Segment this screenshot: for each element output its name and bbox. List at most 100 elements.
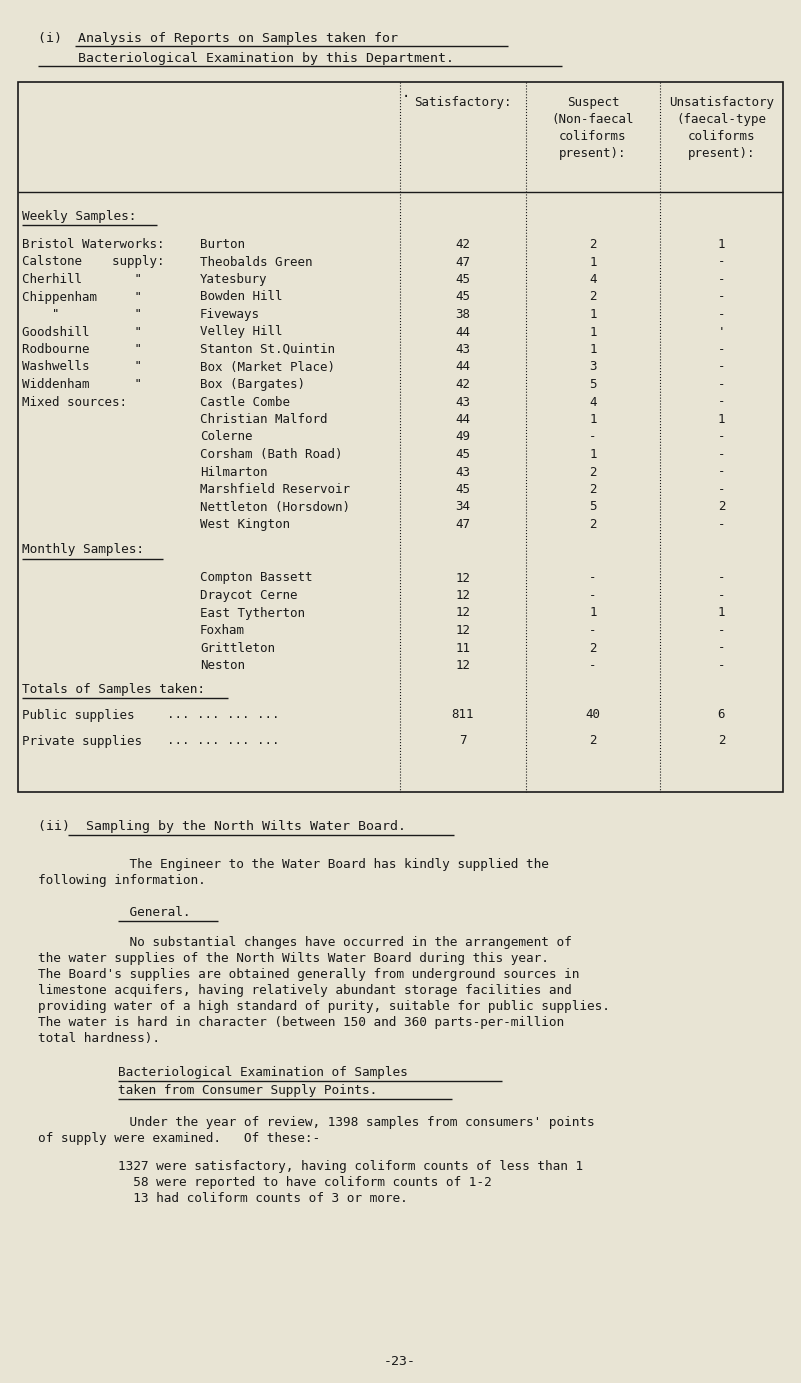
Text: 3: 3	[590, 361, 597, 373]
Text: -: -	[590, 571, 597, 585]
Text: 2: 2	[590, 734, 597, 747]
Text: Fiveways: Fiveways	[200, 308, 260, 321]
Text: present):: present):	[688, 147, 755, 160]
Text: -: -	[718, 448, 725, 461]
Text: Bacteriological Examination by this Department.: Bacteriological Examination by this Depa…	[38, 53, 454, 65]
Text: Rodbourne      ": Rodbourne "	[22, 343, 142, 355]
Text: Widdenham      ": Widdenham "	[22, 378, 142, 391]
Text: Stanton St.Quintin: Stanton St.Quintin	[200, 343, 335, 355]
Text: 4: 4	[590, 272, 597, 286]
Text: West Kington: West Kington	[200, 519, 290, 531]
Text: (i)  Analysis of Reports on Samples taken for: (i) Analysis of Reports on Samples taken…	[38, 32, 398, 46]
Text: -: -	[718, 589, 725, 602]
Text: 2: 2	[718, 734, 725, 747]
Text: 1: 1	[590, 343, 597, 355]
Text: 1327 were satisfactory, having coliform counts of less than 1: 1327 were satisfactory, having coliform …	[118, 1160, 583, 1173]
Text: 2: 2	[590, 519, 597, 531]
Text: 7: 7	[459, 734, 467, 747]
Text: -: -	[590, 589, 597, 602]
Text: The Engineer to the Water Board has kindly supplied the: The Engineer to the Water Board has kind…	[38, 857, 549, 871]
Text: 2: 2	[590, 483, 597, 496]
Text: coliforms: coliforms	[688, 130, 755, 142]
Text: "          ": " "	[22, 308, 142, 321]
Text: 34: 34	[456, 501, 470, 513]
Text: Public supplies: Public supplies	[22, 708, 135, 722]
Text: 45: 45	[456, 448, 470, 461]
Text: 12: 12	[456, 571, 470, 585]
Text: 42: 42	[456, 238, 470, 250]
Text: 12: 12	[456, 624, 470, 638]
Text: Draycot Cerne: Draycot Cerne	[200, 589, 297, 602]
Text: coliforms: coliforms	[559, 130, 626, 142]
Text: Goodshill      ": Goodshill "	[22, 325, 142, 339]
Text: The water is hard in character (between 150 and 360 parts-per-million: The water is hard in character (between …	[38, 1017, 564, 1029]
Text: East Tytherton: East Tytherton	[200, 607, 305, 620]
Text: 13 had coliform counts of 3 or more.: 13 had coliform counts of 3 or more.	[118, 1192, 408, 1205]
Text: 6: 6	[718, 708, 725, 722]
Text: 45: 45	[456, 483, 470, 496]
Text: 5: 5	[590, 501, 597, 513]
Text: Corsham (Bath Road): Corsham (Bath Road)	[200, 448, 343, 461]
Text: Totals of Samples taken:: Totals of Samples taken:	[22, 682, 205, 696]
Text: Compton Bassett: Compton Bassett	[200, 571, 312, 585]
Text: 43: 43	[456, 343, 470, 355]
Text: 1: 1	[590, 414, 597, 426]
Text: (ii)  Sampling by the North Wilts Water Board.: (ii) Sampling by the North Wilts Water B…	[38, 820, 406, 833]
Text: 12: 12	[456, 607, 470, 620]
Text: (Non-faecal: (Non-faecal	[552, 113, 634, 126]
Text: present):: present):	[559, 147, 626, 160]
Text: 2: 2	[590, 642, 597, 654]
Text: (faecal-type: (faecal-type	[677, 113, 767, 126]
Text: -: -	[590, 624, 597, 638]
Text: Theobalds Green: Theobalds Green	[200, 256, 312, 268]
Text: -: -	[718, 378, 725, 391]
Text: -: -	[718, 660, 725, 672]
Text: the water supplies of the North Wilts Water Board during this year.: the water supplies of the North Wilts Wa…	[38, 952, 549, 965]
Text: 5: 5	[590, 378, 597, 391]
Text: -: -	[718, 343, 725, 355]
Text: Foxham: Foxham	[200, 624, 245, 638]
Text: 1: 1	[590, 325, 597, 339]
Text: total hardness).: total hardness).	[38, 1032, 160, 1046]
Text: No substantial changes have occurred in the arrangement of: No substantial changes have occurred in …	[38, 936, 572, 949]
Text: 1: 1	[718, 238, 725, 250]
Text: Grittleton: Grittleton	[200, 642, 275, 654]
Text: -: -	[718, 430, 725, 444]
Text: -: -	[718, 256, 725, 268]
Text: Chippenham     ": Chippenham "	[22, 290, 142, 303]
Text: 58 were reported to have coliform counts of 1-2: 58 were reported to have coliform counts…	[118, 1176, 492, 1189]
Text: ... ... ... ...: ... ... ... ...	[167, 734, 280, 747]
Text: Washwells      ": Washwells "	[22, 361, 142, 373]
Text: 1: 1	[590, 256, 597, 268]
Text: Neston: Neston	[200, 660, 245, 672]
Text: General.: General.	[38, 906, 191, 918]
Text: 4: 4	[590, 396, 597, 408]
Text: Hilmarton: Hilmarton	[200, 466, 268, 479]
Text: 43: 43	[456, 396, 470, 408]
Text: taken from Consumer Supply Points.: taken from Consumer Supply Points.	[118, 1084, 377, 1097]
Text: Cherhill       ": Cherhill "	[22, 272, 142, 286]
Text: Nettleton (Horsdown): Nettleton (Horsdown)	[200, 501, 350, 513]
Text: Burton: Burton	[200, 238, 245, 250]
Text: Yatesbury: Yatesbury	[200, 272, 268, 286]
Text: 2: 2	[718, 501, 725, 513]
Text: 811: 811	[452, 708, 474, 722]
Text: Bowden Hill: Bowden Hill	[200, 290, 283, 303]
Text: 42: 42	[456, 378, 470, 391]
Text: 44: 44	[456, 414, 470, 426]
Text: Private supplies: Private supplies	[22, 734, 142, 747]
Text: .: .	[402, 86, 410, 100]
Text: ': '	[718, 325, 725, 339]
Text: 1: 1	[590, 448, 597, 461]
Text: Monthly Samples:: Monthly Samples:	[22, 544, 144, 556]
Text: 45: 45	[456, 290, 470, 303]
Text: Bacteriological Examination of Samples: Bacteriological Examination of Samples	[118, 1066, 408, 1079]
Text: -: -	[718, 519, 725, 531]
Text: 1: 1	[718, 414, 725, 426]
Text: -: -	[590, 430, 597, 444]
Text: -: -	[718, 466, 725, 479]
Text: Calstone    supply:: Calstone supply:	[22, 256, 164, 268]
Text: 47: 47	[456, 256, 470, 268]
Text: -: -	[718, 396, 725, 408]
Text: -: -	[718, 272, 725, 286]
